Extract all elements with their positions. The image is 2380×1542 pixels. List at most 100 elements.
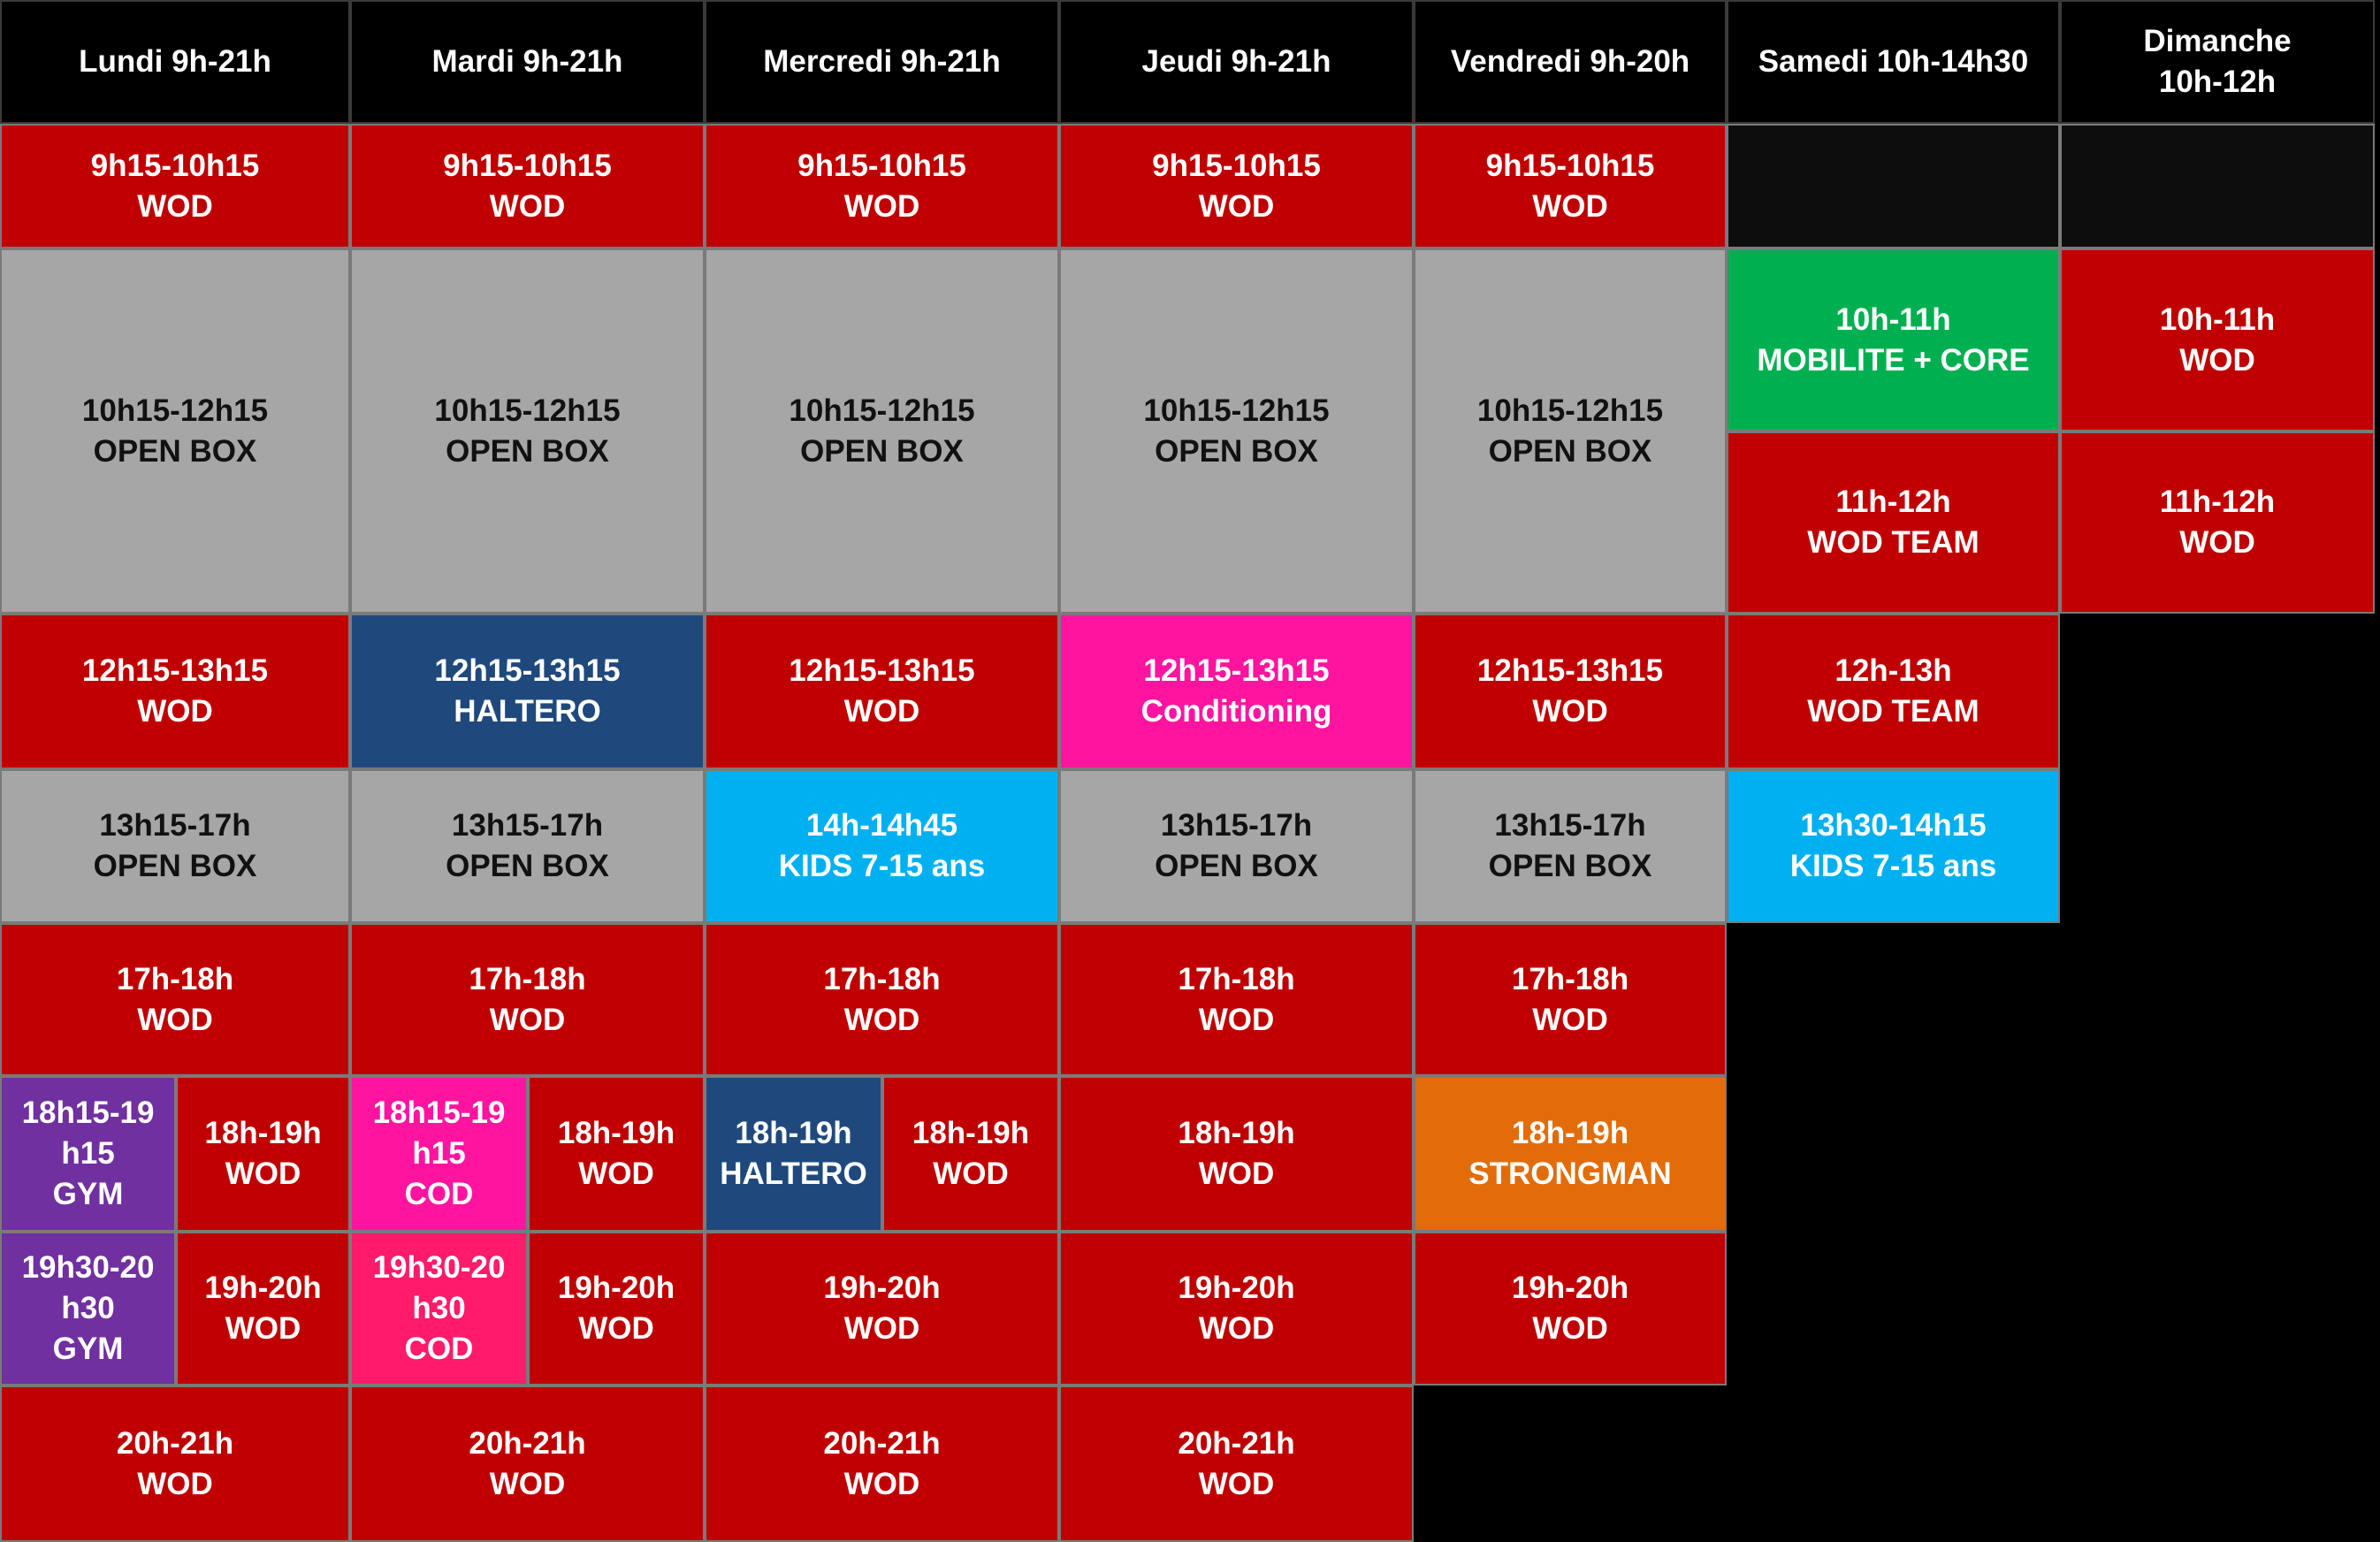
session-vendredi-wod-line: 9h15-10h15 [1485,148,1655,183]
session-lundi-wod: 9h15-10h15 WOD [0,124,350,248]
session-lundi-open-box-line: OPEN BOX [93,849,257,883]
session-mercredi-haltero-line: HALTERO [720,1156,867,1191]
session-mercredi-wod: 9h15-10h15 WOD [705,124,1059,248]
session-mercredi-wod: 20h-21h WOD [705,1386,1059,1542]
session-lundi-gym-line: h15 [61,1136,115,1171]
session-mardi-cod: 19h30-20 h30 COD [350,1232,528,1386]
session-jeudi-wod: 9h15-10h15 WOD [1059,124,1414,248]
session-mardi-wod-line: WOD [489,1002,566,1037]
session-mercredi-wod-line: 12h15-13h15 [789,653,975,688]
session-mardi-cod-line: COD [404,1332,474,1366]
session-jeudi-wod-line: 9h15-10h15 [1152,148,1321,183]
session-vendredi-open-box-line: 13h15-17h [1494,808,1646,843]
day-header-samedi: Samedi 10h-14h30 [1727,0,2060,124]
session-lundi-wod-line: WOD [137,1466,213,1501]
session-samedi-wod-team: 12h-13h WOD TEAM [1727,614,2060,769]
session-samedi-kids-7-15-ans-line: 13h30-14h15 [1800,808,1987,843]
session-mardi-wod-line: WOD [489,1466,566,1501]
session-lundi-wod-line: WOD [225,1311,301,1346]
session-lundi-gym: 18h15-19 h15 GYM [0,1076,176,1232]
session-lundi-wod: 12h15-13h15 WOD [0,614,350,769]
day-header-vendredi: Vendredi 9h-20h [1414,0,1727,124]
session-samedi-kids-7-15-ans-line: KIDS 7-15 ans [1789,849,1997,883]
session-jeudi-wod-line: 20h-21h [1178,1425,1295,1461]
session-mardi-wod: 19h-20h WOD [528,1232,705,1386]
day-header-jeudi-line: Jeudi 9h-21h [1141,44,1331,79]
session-samedi-kids-7-15-ans: 13h30-14h15 KIDS 7-15 ans [1727,769,2060,923]
session-samedi-wod-team: 11h-12h WOD TEAM [1727,431,2060,614]
session-jeudi-wod: 17h-18h WOD [1059,923,1414,1076]
session-jeudi-conditioning-line: 12h15-13h15 [1143,653,1330,688]
session-jeudi-open-box-line: 13h15-17h [1160,808,1313,843]
session-vendredi-open-box: 10h15-12h15 OPEN BOX [1414,248,1727,614]
session-dimanche-wod-line: 11h-12h [2159,485,2276,519]
session-mardi-wod: 9h15-10h15 WOD [350,124,705,248]
day-header-mercredi: Mercredi 9h-21h [705,0,1059,124]
session-mardi-open-box-line: 13h15-17h [451,808,604,843]
session-lundi-wod-line: WOD [225,1156,301,1191]
session-vendredi-strongman-line: 18h-19h [1511,1116,1629,1150]
session-mardi-cod-line: 18h15-19 [372,1095,506,1130]
session-mardi-open-box-line: OPEN BOX [446,433,609,469]
session-mercredi-wod-line: 9h15-10h15 [797,148,966,183]
session-mardi-wod-line: 9h15-10h15 [443,148,612,183]
session-mercredi-haltero: 18h-19h HALTERO [705,1076,882,1232]
session-lundi-wod: 18h-19h WOD [176,1076,350,1232]
session-samedi-wod-team-line: 11h-12h [1835,485,1951,519]
session-mardi-open-box-line: OPEN BOX [446,849,609,883]
session-jeudi-wod-line: 17h-18h [1178,961,1295,996]
session-mardi-cod-line: COD [404,1177,474,1211]
session-samedi-wod-team-line: 12h-13h [1835,653,1952,688]
session-mercredi-haltero-line: 18h-19h [735,1116,852,1150]
session-mardi-open-box: 10h15-12h15 OPEN BOX [350,248,705,614]
session-jeudi-wod-line: 18h-19h [1178,1116,1295,1150]
session-mardi-wod: 20h-21h WOD [350,1386,705,1542]
session-lundi-gym-line: 18h15-19 [21,1095,155,1130]
session-vendredi-strongman: 18h-19h STRONGMAN [1414,1076,1727,1232]
day-header-dimanche: Dimanche 10h-12h [2060,0,2375,124]
session-mardi-wod-line: WOD [578,1311,654,1346]
session-jeudi-wod-line: WOD [1198,1002,1275,1037]
session-lundi-wod-line: WOD [137,694,213,729]
session-dimanche-wod-line: WOD [2179,525,2255,560]
session-vendredi-wod-line: WOD [1532,1002,1608,1037]
day-header-vendredi-line: Vendredi 9h-20h [1450,44,1690,79]
session-mercredi-open-box-line: OPEN BOX [800,433,964,469]
session-lundi-gym-line: GYM [52,1332,124,1366]
session-mercredi-wod: 17h-18h WOD [705,923,1059,1076]
session-samedi-empty [1727,124,2060,248]
session-vendredi-wod-line: WOD [1532,1311,1608,1346]
session-mardi-wod-line: 18h-19h [557,1116,675,1150]
session-lundi-wod: 20h-21h WOD [0,1386,350,1542]
session-vendredi-wod-line: WOD [1532,694,1608,729]
session-jeudi-wod-line: WOD [1198,1466,1275,1501]
session-samedi-wod-team-line: WOD TEAM [1807,694,1980,729]
session-mercredi-wod-line: WOD [843,1311,920,1346]
session-jeudi-wod: 19h-20h WOD [1059,1232,1414,1386]
session-samedi-mobilite-core-line: MOBILITE + CORE [1757,342,2030,378]
day-header-mardi-line: Mardi 9h-21h [431,44,623,79]
session-samedi-mobilite-core: 10h-11h MOBILITE + CORE [1727,248,2060,431]
session-mercredi-wod-line: WOD [933,1156,1009,1191]
session-mercredi-wod-line: 18h-19h [912,1116,1030,1150]
session-mercredi-wod-line: WOD [843,1466,920,1501]
session-mardi-wod-line: WOD [489,188,566,224]
session-mercredi-wod: 12h15-13h15 WOD [705,614,1059,769]
session-lundi-wod-line: 19h-20h [204,1271,322,1305]
session-mercredi-wod-line: 19h-20h [823,1271,941,1305]
session-mercredi-kids-7-15-ans: 14h-14h45 KIDS 7-15 ans [705,769,1059,923]
session-lundi-gym: 19h30-20 h30 GYM [0,1232,176,1386]
session-vendredi-wod: 17h-18h WOD [1414,923,1727,1076]
session-lundi-wod-line: WOD [137,1002,213,1037]
session-vendredi-wod: 9h15-10h15 WOD [1414,124,1727,248]
session-jeudi-open-box-line: OPEN BOX [1155,849,1318,883]
day-header-mercredi-line: Mercredi 9h-21h [763,44,1001,79]
session-jeudi-wod-line: WOD [1198,1311,1275,1346]
session-samedi-mobilite-core-line: 10h-11h [1835,302,1951,337]
session-mardi-wod-line: 20h-21h [469,1425,586,1461]
session-lundi-open-box-line: OPEN BOX [93,433,257,469]
session-dimanche-wod: 11h-12h WOD [2060,431,2375,614]
session-mardi-wod-line: 19h-20h [557,1271,675,1305]
session-jeudi-conditioning: 12h15-13h15 Conditioning [1059,614,1414,769]
